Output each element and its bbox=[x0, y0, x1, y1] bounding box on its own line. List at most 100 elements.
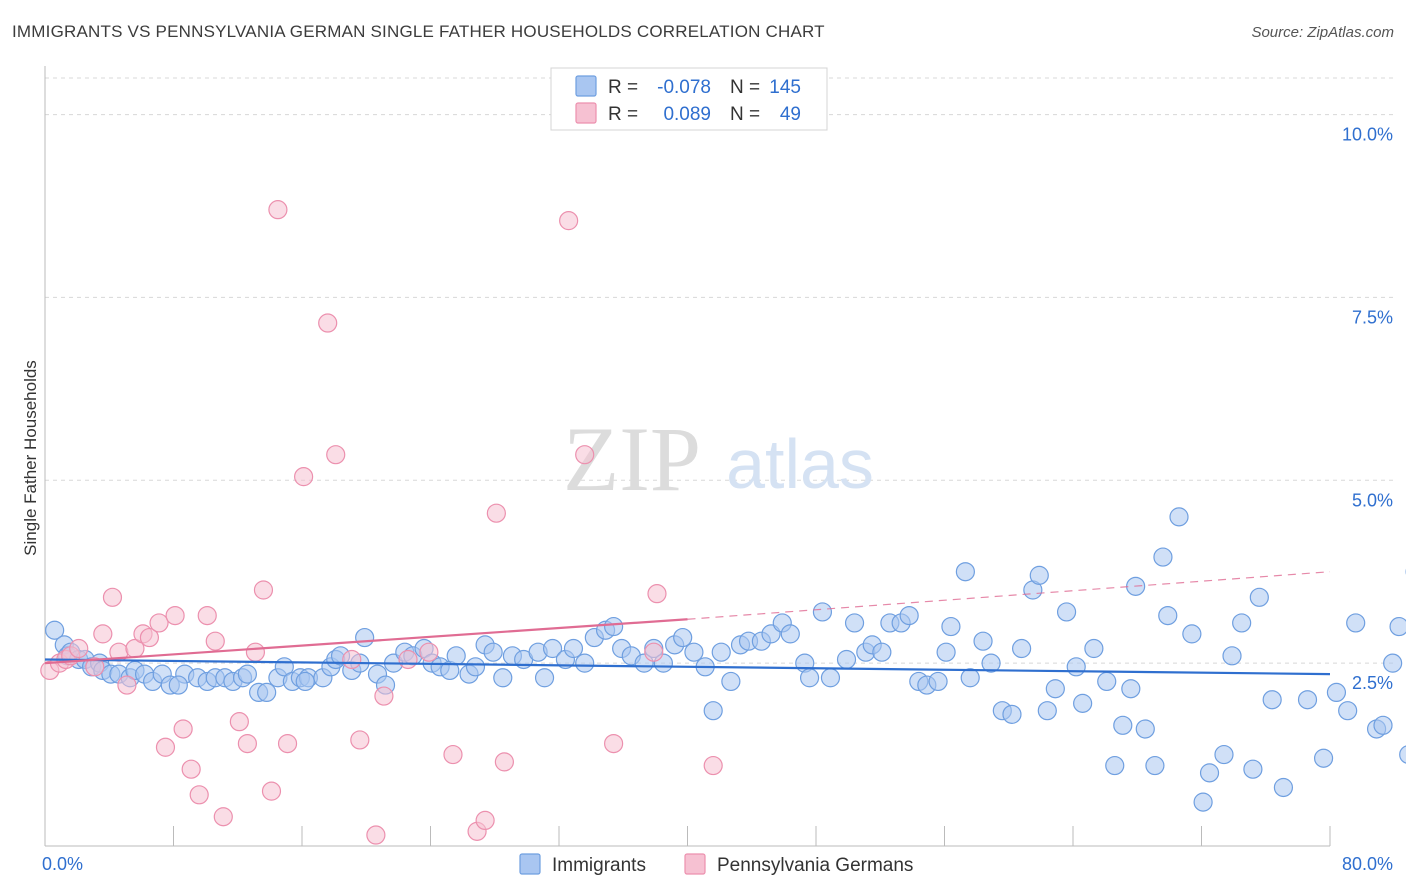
immigrants-point-90 bbox=[844, 613, 865, 633]
immigrants-point-62 bbox=[563, 638, 584, 659]
pennsylvania-germans-point-46 bbox=[644, 642, 664, 662]
legend-n-value-pennsylvania-germans: 49 bbox=[780, 104, 801, 125]
immigrants-point-0 bbox=[45, 620, 65, 640]
immigrants-point-126 bbox=[1169, 507, 1189, 527]
pennsylvania-germans-trend-line bbox=[44, 618, 688, 665]
immigrants-point-52 bbox=[465, 657, 486, 677]
immigrants-point-84 bbox=[780, 624, 800, 644]
immigrants-point-73 bbox=[673, 627, 693, 648]
immigrants-point-60 bbox=[542, 638, 563, 659]
legend-r-label-2: R = bbox=[608, 104, 638, 125]
legend-box bbox=[550, 67, 828, 131]
pennsylvania-germans-point-34 bbox=[366, 825, 386, 845]
immigrants-point-33 bbox=[295, 671, 315, 692]
pennsylvania-germans-point-31 bbox=[326, 445, 346, 465]
immigrants-point-78 bbox=[721, 671, 741, 692]
immigrants-point-134 bbox=[1249, 587, 1269, 607]
immigrants-point-120 bbox=[1121, 679, 1141, 699]
immigrants-point-77 bbox=[711, 642, 731, 662]
pennsylvania-germans-point-45 bbox=[604, 733, 624, 754]
immigrants-point-130 bbox=[1214, 744, 1234, 765]
immigrants-point-139 bbox=[1326, 682, 1347, 703]
y-axis-tick-labels: 2.5% 5.0% 7.5% 10.0% bbox=[1342, 125, 1393, 694]
immigrants-point-122 bbox=[1135, 719, 1155, 739]
immigrants-point-102 bbox=[955, 562, 975, 582]
immigrants-point-146 bbox=[1399, 745, 1406, 764]
immigrants-point-115 bbox=[1073, 693, 1093, 713]
immigrants-point-25 bbox=[237, 664, 257, 684]
immigrants-point-93 bbox=[872, 642, 892, 662]
x-axis-ticks bbox=[44, 826, 1331, 846]
y-tick-label-1: 5.0% bbox=[1352, 490, 1393, 510]
immigrants-point-123 bbox=[1145, 755, 1165, 776]
pennsylvania-germans-point-47 bbox=[647, 584, 667, 604]
series-legend-swatch-immigrants bbox=[519, 853, 541, 875]
legend-r-value-pennsylvania-germans: 0.089 bbox=[663, 104, 711, 125]
legend-swatch-immigrants bbox=[575, 75, 597, 97]
immigrants-point-136 bbox=[1273, 777, 1294, 798]
immigrants-point-50 bbox=[446, 646, 466, 666]
immigrants-point-144 bbox=[1383, 653, 1403, 673]
immigrants-point-140 bbox=[1338, 701, 1358, 721]
immigrants-point-125 bbox=[1158, 605, 1178, 626]
immigrants-point-138 bbox=[1313, 748, 1334, 768]
pennsylvania-germans-point-18 bbox=[189, 785, 209, 805]
immigrants-point-116 bbox=[1084, 638, 1104, 659]
watermark-atlas: atlas bbox=[726, 425, 874, 503]
x-tick-label-0: 0.0% bbox=[42, 854, 83, 874]
immigrants-point-112 bbox=[1045, 679, 1065, 699]
immigrants-point-63 bbox=[575, 653, 595, 673]
legend-r-value-immigrants: -0.078 bbox=[657, 77, 711, 98]
series-legend: Immigrants Pennsylvania Germans bbox=[519, 853, 913, 876]
pennsylvania-germans-point-40 bbox=[475, 810, 495, 831]
immigrants-point-101 bbox=[941, 616, 961, 637]
pennsylvania-germans-point-44 bbox=[575, 445, 595, 465]
immigrants-point-131 bbox=[1222, 646, 1242, 666]
immigrants-point-18 bbox=[168, 675, 188, 695]
pennsylvania-germans-point-38 bbox=[443, 744, 463, 765]
immigrants-point-135 bbox=[1262, 690, 1282, 710]
immigrants-point-108 bbox=[1011, 638, 1032, 659]
immigrants-point-124 bbox=[1153, 547, 1173, 567]
pennsylvania-germans-point-35 bbox=[374, 686, 394, 706]
immigrants-point-105 bbox=[981, 653, 1001, 673]
pennsylvania-germans-point-32 bbox=[342, 649, 362, 670]
pennsylvania-germans-point-5 bbox=[85, 657, 105, 677]
y-tick-label-2: 7.5% bbox=[1352, 307, 1393, 327]
y-tick-label-0: 2.5% bbox=[1352, 673, 1393, 693]
immigrants-point-74 bbox=[684, 642, 704, 662]
correlation-legend: R = -0.078 N = 145 R = 0.089 N = 49 bbox=[550, 67, 828, 131]
pennsylvania-germans-point-15 bbox=[165, 605, 185, 626]
pennsylvania-germans-point-20 bbox=[205, 631, 225, 651]
pennsylvania-germans-point-21 bbox=[213, 807, 233, 827]
immigrants-point-133 bbox=[1243, 759, 1263, 779]
series-legend-label-pennsylvania-germans: Pennsylvania Germans bbox=[717, 855, 913, 876]
immigrants-point-114 bbox=[1066, 657, 1086, 677]
immigrants-point-88 bbox=[820, 668, 841, 688]
pennsylvania-germans-point-29 bbox=[294, 467, 314, 487]
legend-r-label-1: R = bbox=[608, 77, 638, 98]
immigrants-point-127 bbox=[1182, 624, 1202, 644]
immigrants-point-99 bbox=[928, 671, 948, 692]
immigrants-point-118 bbox=[1105, 755, 1125, 776]
immigrants-point-137 bbox=[1297, 690, 1318, 710]
pennsylvania-germans-point-30 bbox=[318, 313, 338, 333]
pennsylvania-germans-points bbox=[40, 200, 723, 845]
pennsylvania-germans-point-36 bbox=[398, 649, 418, 670]
immigrants-point-40 bbox=[355, 627, 375, 648]
immigrants-point-129 bbox=[1199, 763, 1220, 783]
legend-n-value-immigrants: 145 bbox=[769, 77, 801, 98]
pennsylvania-germans-point-14 bbox=[155, 737, 176, 757]
immigrants-point-66 bbox=[604, 616, 624, 637]
pennsylvania-germans-point-7 bbox=[102, 587, 123, 607]
immigrants-point-145 bbox=[1389, 616, 1406, 637]
immigrants-point-103 bbox=[960, 668, 980, 688]
pennsylvania-germans-point-28 bbox=[277, 733, 298, 754]
immigrants-point-128 bbox=[1193, 792, 1213, 812]
pennsylvania-germans-point-16 bbox=[173, 719, 193, 739]
trend-lines bbox=[44, 571, 1331, 676]
immigrants-points bbox=[45, 507, 1406, 812]
y-tick-label-3: 10.0% bbox=[1342, 125, 1393, 145]
pennsylvania-germans-point-26 bbox=[261, 781, 282, 801]
